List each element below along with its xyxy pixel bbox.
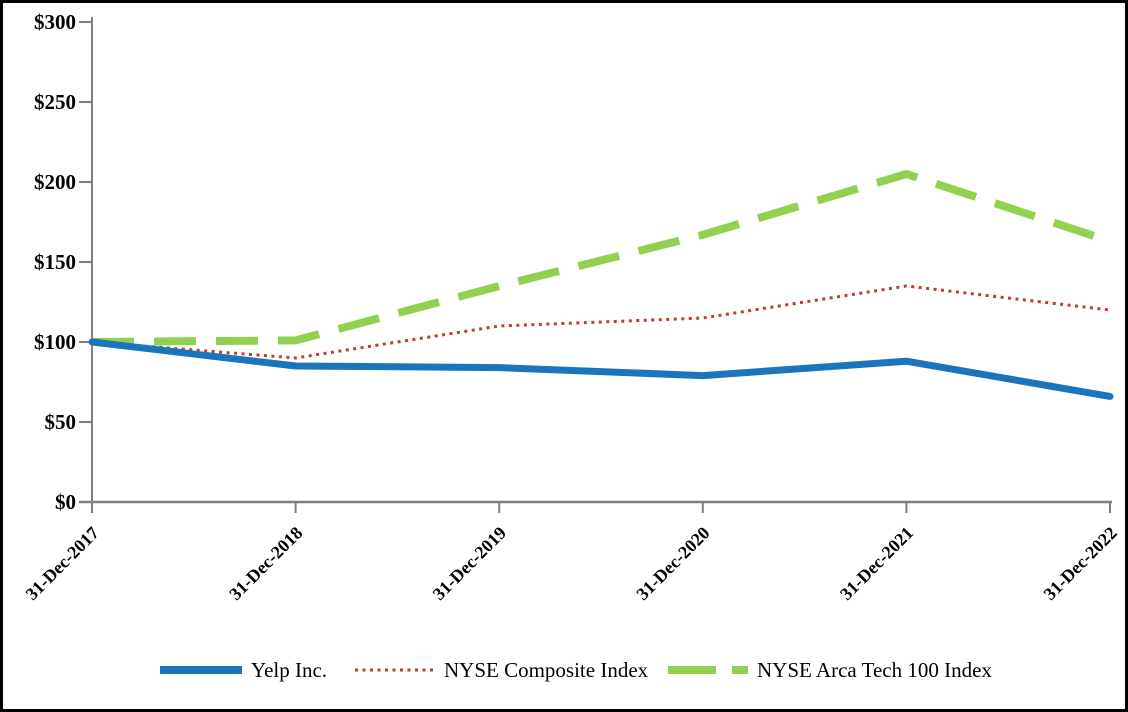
- legend-swatch-nyse-composite-index: [355, 668, 435, 672]
- x-tick-label: 31-Dec-2021: [836, 523, 917, 604]
- y-tick-label: $50: [45, 410, 77, 434]
- legend-label: Yelp Inc.: [251, 657, 328, 682]
- x-tick-label: 31-Dec-2017: [22, 523, 103, 604]
- y-tick-label: $250: [34, 90, 76, 114]
- x-tick-label: 31-Dec-2020: [632, 523, 713, 604]
- legend: Yelp Inc. NYSE Composite Index NYSE Arca T…: [3, 652, 1125, 688]
- x-tick-label: 31-Dec-2022: [1040, 523, 1121, 604]
- x-tick-label: 31-Dec-2018: [225, 523, 306, 604]
- legend-swatch-yelp-inc: [160, 666, 242, 674]
- legend-item-nyse-composite-index: NYSE Composite Index: [355, 652, 648, 688]
- y-tick-label: $200: [34, 170, 76, 194]
- y-tick-label: $150: [34, 250, 76, 274]
- legend-label: NYSE Arca Tech 100 Index: [757, 657, 992, 682]
- series-line-nyse-composite-index: [91, 284, 1111, 360]
- y-tick-label: $100: [34, 330, 76, 354]
- y-tick-label: $0: [55, 490, 76, 514]
- series-line-nyse-arca-tech-100-index: [91, 170, 1112, 346]
- series-line-yelp-inc: [88, 338, 1114, 400]
- legend-item-yelp-inc: Yelp Inc.: [160, 652, 327, 688]
- performance-line-chart: $0 $50 $100 $150 $200 $250 $300 31-Dec-2017 31-D…: [22, 10, 1121, 604]
- legend-item-nyse-arca-tech-100-index: NYSE Arca Tech 100 Index: [668, 652, 992, 688]
- legend-label: NYSE Composite Index: [444, 657, 649, 682]
- x-tick-label: 31-Dec-2019: [429, 523, 510, 604]
- y-tick-label: $300: [34, 10, 76, 34]
- legend-swatch-nyse-arca-tech-100-index: [668, 666, 748, 674]
